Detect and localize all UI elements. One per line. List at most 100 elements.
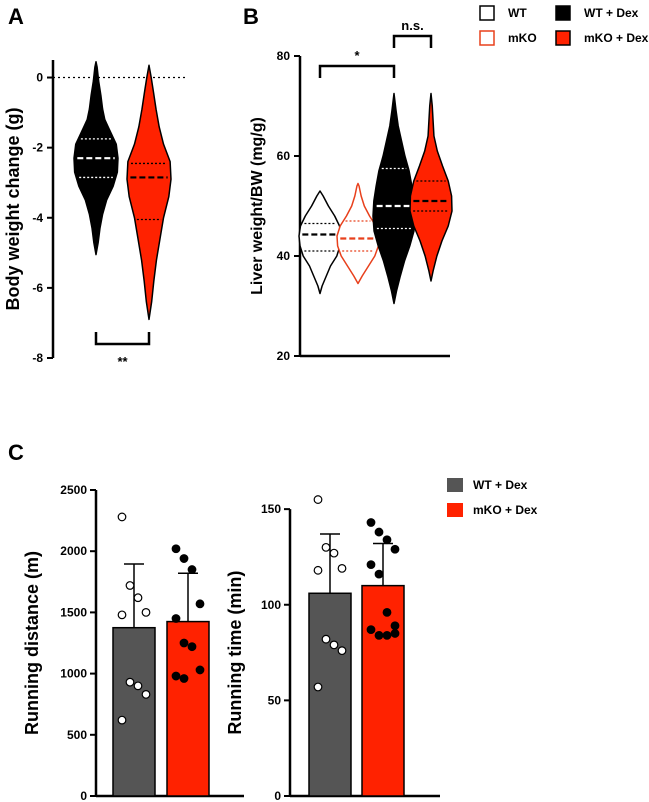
data-point [366, 518, 376, 527]
bar-mko-dex [361, 584, 405, 797]
y-tick-label: 0 [274, 789, 281, 802]
data-point [382, 535, 392, 545]
legend-label: WT + Dex [584, 6, 639, 20]
significance-label: n.s. [401, 18, 423, 33]
legend-swatch [479, 30, 495, 46]
data-point [374, 630, 384, 640]
y-axis-title: Liver weight/BW (mg/g) [249, 117, 266, 295]
y-tick-label: -8 [32, 351, 43, 365]
y-axis-title: Running time (min) [225, 571, 245, 735]
data-point [179, 554, 189, 563]
data-point [179, 674, 189, 683]
violin-mko [336, 182, 380, 285]
data-point [141, 690, 151, 699]
y-tick-label: 1500 [60, 605, 87, 619]
data-point [125, 677, 135, 687]
chart-c-running-distance: 2500 2000 1500 1000 500 0 Running distance (m) [22, 483, 244, 802]
legend-label: WT + Dex [473, 478, 528, 492]
y-axis-title: Running distance (m) [22, 551, 42, 735]
data-point [329, 548, 339, 558]
data-point [117, 610, 127, 620]
data-point [329, 640, 339, 650]
y-tick-label: 60 [277, 149, 291, 163]
data-point [382, 630, 392, 640]
data-point [337, 564, 347, 573]
legend-c: WT + Dex mKO + Dex [447, 478, 538, 517]
significance-label: * [354, 48, 360, 63]
data-point [187, 565, 197, 574]
data-point [141, 608, 151, 617]
data-point [195, 599, 205, 609]
y-tick-label: 50 [268, 693, 282, 707]
significance-bracket [94, 331, 151, 346]
violin-mko-dex [126, 64, 172, 321]
legend-top: WT WT + Dex mKO mKO + Dex [479, 5, 649, 46]
legend-swatch [447, 478, 463, 492]
legend-label: mKO [508, 31, 537, 45]
data-point [125, 581, 135, 590]
data-point [117, 715, 127, 725]
data-point [390, 621, 400, 631]
data-point [313, 565, 323, 575]
data-point [366, 560, 376, 569]
data-point [171, 671, 181, 681]
data-point [390, 629, 400, 638]
data-point [133, 681, 143, 691]
legend-label: WT [508, 6, 527, 20]
y-tick-label: -6 [32, 281, 43, 295]
data-point [171, 544, 181, 554]
bar-mko-dex [166, 620, 210, 797]
significance-bracket [392, 34, 433, 48]
panel-label-b: B [243, 4, 259, 29]
legend-swatch [555, 5, 571, 21]
y-tick-label: 80 [277, 49, 291, 63]
data-point [321, 542, 331, 552]
significance-bracket [318, 64, 396, 78]
data-point [313, 682, 323, 692]
data-point [195, 665, 205, 675]
data-point [321, 634, 331, 644]
chart-a-body-weight: 0 -2 -4 -6 -8 Body weight change (g) ** [3, 60, 186, 369]
data-point [187, 642, 197, 652]
y-tick-label: 40 [277, 249, 291, 263]
chart-b-liver-weight: 80 60 40 20 Liver weight/BW (mg/g) * n.s. [249, 18, 453, 363]
data-point [179, 638, 189, 648]
data-point [374, 527, 384, 537]
data-point [337, 646, 347, 656]
data-point [313, 495, 323, 504]
legend-label: mKO + Dex [473, 503, 538, 517]
data-point [133, 593, 143, 603]
significance-label: ** [117, 354, 128, 369]
legend-swatch [555, 30, 571, 46]
y-tick-label: -4 [32, 211, 43, 225]
y-tick-label: 150 [261, 502, 281, 516]
legend-swatch [447, 503, 463, 517]
data-point [374, 569, 384, 579]
data-point [390, 544, 400, 554]
chart-c-running-time: 150 100 50 0 Running time (min) [225, 495, 440, 802]
violin-mko-dex [409, 92, 453, 282]
y-tick-label: -2 [32, 141, 43, 155]
y-tick-label: 0 [36, 71, 43, 85]
violin-wt [298, 190, 342, 295]
y-tick-label: 500 [67, 728, 87, 742]
bar-wt-dex [112, 626, 156, 797]
data-point [366, 625, 376, 635]
data-point [171, 614, 181, 623]
y-tick-label: 1000 [60, 667, 87, 681]
data-point [382, 608, 392, 617]
y-tick-label: 0 [80, 789, 87, 802]
panel-label-c: C [8, 440, 24, 465]
data-point [117, 512, 127, 522]
y-tick-label: 100 [261, 598, 281, 612]
panel-label-a: A [8, 4, 24, 29]
violin-wt-dex [372, 92, 416, 305]
y-axis-title: Body weight change (g) [3, 107, 23, 310]
y-tick-label: 2500 [60, 483, 87, 497]
bar-wt-dex [308, 592, 352, 797]
legend-label: mKO + Dex [584, 31, 649, 45]
y-tick-label: 2000 [60, 544, 87, 558]
legend-swatch [479, 5, 495, 21]
y-tick-label: 20 [277, 349, 291, 363]
